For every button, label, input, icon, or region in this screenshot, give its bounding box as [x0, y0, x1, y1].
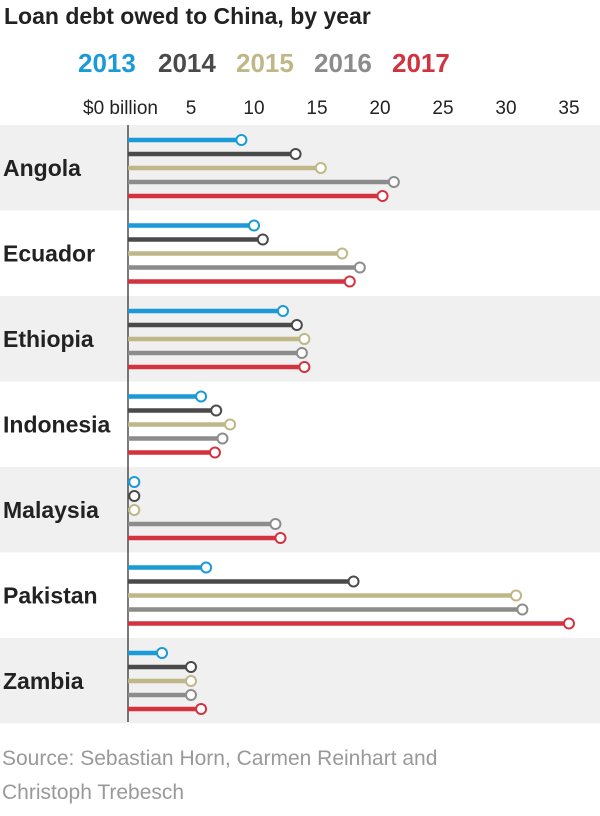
bar-end-marker-zambia-2013 — [156, 647, 169, 659]
bar-end-marker-malaysia-2017 — [274, 532, 287, 544]
bar-end-marker-ethiopia-2014 — [290, 319, 303, 331]
bar-end-marker-ethiopia-2013 — [276, 305, 289, 317]
category-band — [0, 638, 600, 724]
bar-end-marker-pakistan-2014 — [347, 575, 360, 588]
category-label-pakistan: Pakistan — [3, 582, 98, 608]
source-line-2: Christoph Trebesch — [2, 781, 184, 804]
bar-end-marker-malaysia-2013 — [128, 476, 141, 488]
bar-end-marker-indonesia-2016 — [216, 432, 229, 445]
x-axis-ticks: $0 billion 5 10 15 20 25 30 35 — [83, 98, 580, 119]
legend-item-2013: 2013 — [78, 48, 136, 78]
bar-end-marker-angola-2014 — [289, 148, 302, 160]
x-tick-label: 30 — [495, 98, 516, 119]
category-label-malaysia: Malaysia — [3, 497, 99, 523]
chart-title: Loan debt owed to China, by year — [4, 3, 371, 29]
x-tick-label: 35 — [558, 98, 579, 119]
legend-item-2016: 2016 — [314, 48, 372, 78]
x-tick-label: 20 — [369, 98, 390, 119]
category-label-angola: Angola — [3, 155, 81, 181]
bar-end-marker-ecuador-2014 — [256, 233, 269, 246]
x-tick-label: $0 billion — [83, 98, 158, 119]
bar-end-marker-zambia-2014 — [185, 661, 197, 673]
bar-end-marker-angola-2013 — [235, 134, 248, 146]
bar-end-marker-indonesia-2015 — [224, 418, 237, 431]
bar-end-marker-zambia-2017 — [195, 703, 208, 715]
bar-end-marker-malaysia-2015 — [128, 504, 141, 516]
bar-end-marker-pakistan-2017 — [563, 617, 575, 630]
legend-item-2014: 2014 — [158, 48, 216, 78]
category-label-zambia: Zambia — [3, 668, 84, 694]
bar-end-marker-angola-2017 — [376, 190, 389, 202]
bar-end-marker-pakistan-2015 — [510, 589, 523, 602]
bar-end-marker-ecuador-2016 — [353, 261, 366, 274]
bar-end-marker-angola-2016 — [387, 176, 400, 188]
bar-end-marker-ethiopia-2016 — [295, 347, 308, 359]
bar-end-marker-ethiopia-2015 — [298, 333, 311, 345]
bar-end-marker-indonesia-2013 — [195, 390, 208, 403]
bar-end-marker-malaysia-2016 — [269, 518, 282, 530]
category-label-ecuador: Ecuador — [3, 240, 95, 266]
legend-item-2015: 2015 — [236, 48, 294, 78]
legend: 2013 2014 2015 2016 2017 — [78, 48, 450, 78]
bar-end-marker-indonesia-2014 — [210, 404, 223, 417]
bar-end-marker-pakistan-2016 — [516, 603, 529, 616]
bar-end-marker-ecuador-2013 — [248, 219, 260, 232]
bar-marks — [128, 134, 575, 715]
bar-end-marker-malaysia-2014 — [128, 490, 141, 502]
bar-end-marker-ethiopia-2017 — [298, 361, 311, 373]
category-label-indonesia: Indonesia — [3, 411, 111, 437]
category-labels: Angola Ecuador Ethiopia Indonesia Malaysia Pa… — [3, 155, 111, 694]
bar-end-marker-ecuador-2015 — [336, 247, 349, 260]
category-band — [0, 467, 600, 553]
source-line-1: Source: Sebastian Horn, Carmen Reinhart … — [2, 747, 437, 770]
legend-item-2017: 2017 — [392, 48, 450, 78]
x-tick-label: 15 — [306, 98, 327, 119]
bar-end-marker-ecuador-2017 — [343, 275, 356, 288]
bar-end-marker-pakistan-2013 — [200, 561, 213, 574]
x-tick-label: 25 — [432, 98, 453, 119]
bar-end-marker-zambia-2015 — [185, 675, 197, 687]
x-tick-label: 10 — [243, 98, 264, 119]
bar-end-marker-zambia-2016 — [185, 689, 197, 701]
x-tick-label: 5 — [186, 98, 197, 119]
bar-end-marker-indonesia-2017 — [208, 446, 221, 459]
bar-end-marker-angola-2015 — [314, 162, 327, 174]
category-label-ethiopia: Ethiopia — [3, 326, 94, 352]
